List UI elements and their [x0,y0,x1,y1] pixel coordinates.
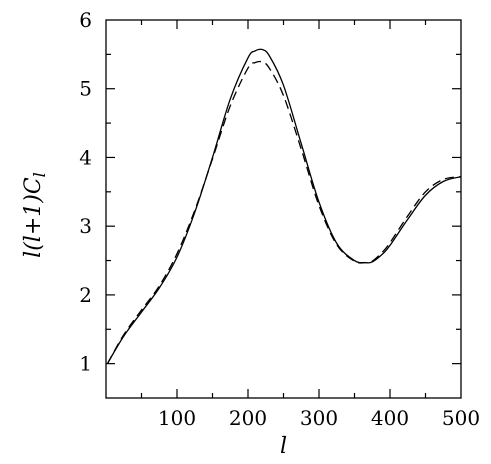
series-line-dashed [106,60,462,364]
y-tick-label: 5 [79,77,92,101]
y-tick-label: 1 [79,352,92,376]
y-tick-label: 3 [79,214,92,238]
x-tick-label: 200 [229,406,267,430]
y-axis-label: l(l+1)Cl [21,172,49,258]
plot-frame [105,19,462,399]
y-tick-label: 4 [79,145,92,169]
axis-ticks [106,20,461,398]
series-line-solid [106,48,462,364]
series-group [106,48,462,364]
x-axis-label: l [280,434,287,459]
x-tick-label: 500 [442,406,480,430]
y-tick-label: 2 [79,283,92,307]
x-tick-label: 300 [300,406,338,430]
x-tick-label: 400 [371,406,409,430]
x-tick-label: 100 [158,406,196,430]
y-tick-label: 6 [79,8,92,32]
tick-labels: 100 200 300 400 500 1 2 3 4 5 6 [79,8,480,430]
